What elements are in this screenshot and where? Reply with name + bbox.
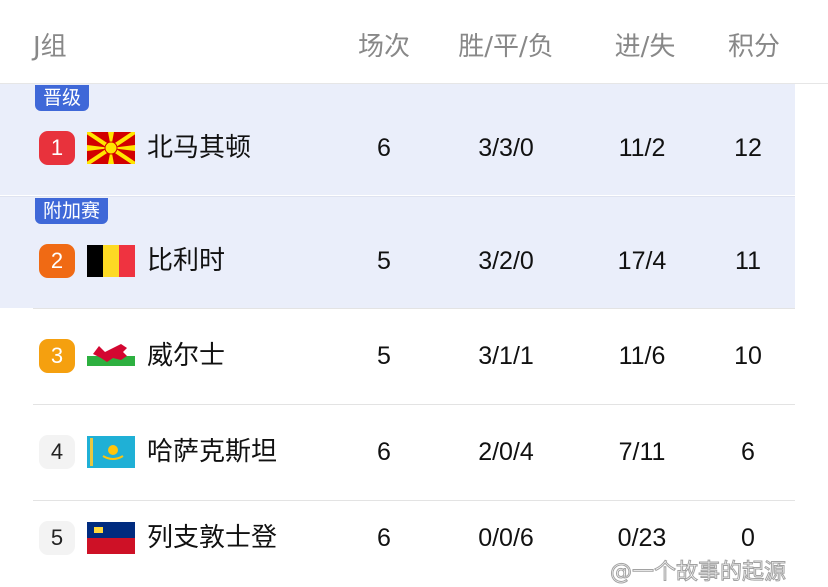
north-macedonia-flag-icon — [87, 131, 135, 164]
cell-goals: 11/2 — [618, 133, 666, 162]
col-wdl: 胜/平/负 — [458, 32, 554, 62]
table-row[interactable]: 4 哈萨克斯坦 6 2/0/4 7/11 6 — [0, 404, 795, 500]
team-name[interactable]: 威尔士 — [147, 341, 226, 371]
cell-played: 6 — [377, 438, 391, 466]
table-header: J组 场次 胜/平/负 进/失 积分 — [0, 0, 828, 84]
cell-goals: 0/23 — [617, 524, 667, 552]
cell-points: 11 — [735, 246, 761, 275]
cell-played: 6 — [377, 524, 391, 552]
col-played: 场次 — [357, 32, 411, 62]
belgium-flag-icon — [87, 244, 135, 277]
divider — [33, 500, 795, 501]
cell-goals: 11/6 — [618, 342, 666, 370]
rank-badge: 3 — [39, 339, 75, 373]
cell-played: 5 — [377, 342, 391, 370]
cell-wdl: 2/0/4 — [478, 438, 534, 466]
cell-points: 0 — [741, 524, 755, 552]
table-row[interactable]: 5 列支敦士登 6 0/0/6 0/23 0 — [0, 500, 795, 587]
col-goals: 进/失 — [614, 32, 676, 62]
team-name[interactable]: 比利时 — [147, 245, 226, 276]
cell-played: 6 — [377, 133, 391, 162]
cell-wdl: 0/0/6 — [478, 524, 534, 552]
table-row[interactable]: 3 威尔士 5 3/1/1 11/6 10 — [0, 308, 795, 404]
watermark: @一个故事的起源 — [609, 560, 787, 585]
rank-badge: 4 — [39, 435, 75, 469]
rank-badge: 1 — [39, 130, 75, 165]
col-points: 积分 — [727, 32, 781, 62]
cell-points: 12 — [734, 133, 762, 162]
cell-wdl: 3/2/0 — [478, 246, 534, 275]
rank-badge: 5 — [39, 521, 75, 555]
group-title: J组 — [33, 32, 67, 62]
divider — [33, 404, 795, 405]
cell-played: 5 — [377, 246, 391, 275]
cell-wdl: 3/3/0 — [478, 133, 534, 162]
rank-badge: 2 — [39, 243, 75, 278]
divider — [33, 308, 795, 309]
status-tag: 晋级 — [35, 85, 90, 111]
table-row[interactable]: 附加赛 2 比利时 5 3/2/0 17/4 11 — [0, 196, 795, 308]
team-name[interactable]: 北马其顿 — [147, 132, 252, 163]
cell-goals: 7/11 — [618, 438, 666, 466]
cell-goals: 17/4 — [617, 246, 667, 275]
status-tag: 附加赛 — [35, 198, 109, 224]
team-name[interactable]: 哈萨克斯坦 — [147, 437, 278, 467]
liechtenstein-flag-icon — [87, 522, 135, 554]
cell-wdl: 3/1/1 — [478, 342, 534, 370]
kazakhstan-flag-icon — [87, 436, 135, 468]
wales-flag-icon — [87, 340, 135, 372]
team-name[interactable]: 列支敦士登 — [147, 523, 278, 553]
table-row[interactable]: 晋级 1 北马其顿 6 3/3/0 11/2 12 — [0, 84, 795, 195]
cell-points: 10 — [734, 342, 762, 370]
cell-points: 6 — [741, 438, 755, 466]
